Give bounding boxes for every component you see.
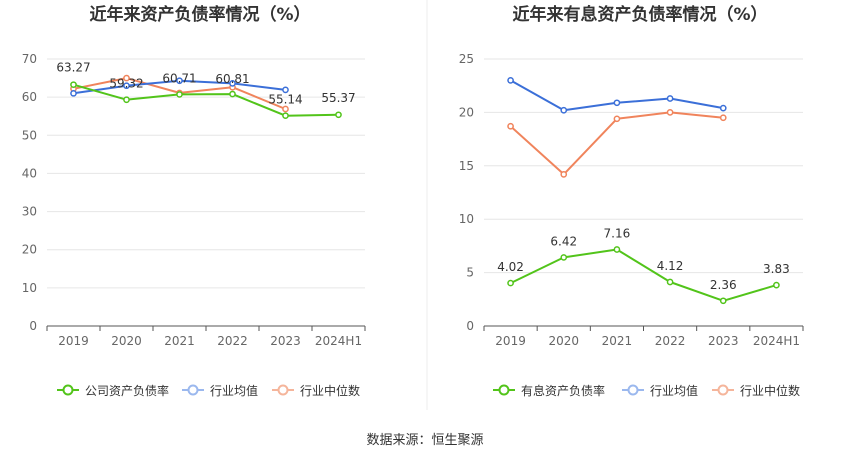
debt-ratio-chart: 近年来资产负债率情况（%） 0 10 20 30 40 50 60 70 2019 2020 2021… [22, 4, 366, 398]
data-label: 63.27 [56, 61, 90, 75]
x-tick-label: 2019 [495, 334, 526, 348]
data-point [560, 170, 568, 178]
series-industry_median [507, 109, 727, 178]
legend-label: 行业均值 [650, 383, 698, 398]
series-company [70, 81, 342, 120]
data-point [229, 80, 236, 87]
data-point [176, 91, 183, 98]
data-label: 3.83 [763, 262, 790, 276]
data-point [123, 82, 130, 90]
legend-item-company: 有息资产负债率 [493, 383, 605, 398]
y-tick-label: 40 [22, 166, 37, 180]
data-point [335, 111, 342, 119]
data-label: 4.02 [497, 260, 524, 274]
data-label: 2.36 [710, 278, 737, 292]
y-tick-label: 50 [22, 128, 37, 142]
y-tick-label: 20 [22, 243, 37, 257]
data-point [123, 96, 130, 104]
data-point [123, 74, 130, 82]
data-point [773, 281, 780, 289]
data-point [560, 254, 568, 261]
x-tick-label: 2023 [708, 334, 739, 348]
y-tick-label: 25 [459, 52, 474, 66]
y-tick-label: 30 [22, 205, 37, 219]
data-point [229, 90, 236, 98]
data-point [282, 112, 289, 120]
data-point [613, 99, 621, 107]
series-industry_avg [70, 77, 289, 97]
legend-label: 行业中位数 [740, 383, 800, 398]
data-point [666, 278, 674, 286]
data-point [666, 109, 674, 116]
y-tick-label: 0 [466, 319, 474, 333]
x-tick-label: 2022 [655, 334, 686, 348]
legend-marker-swatch [717, 384, 729, 396]
x-tick-label: 2024H1 [753, 334, 800, 348]
series-line [73, 83, 339, 117]
legend-marker-swatch [277, 384, 289, 396]
y-tick-label: 10 [22, 281, 37, 295]
data-point [560, 106, 568, 114]
data-point [507, 122, 514, 130]
series-line [510, 248, 777, 302]
data-label: 59.32 [109, 77, 143, 91]
data-point [282, 86, 289, 94]
interest-bearing-debt-ratio-chart: 近年来有息资产负债率情况（%） 0 5 10 15 20 25 2019 2020 2021 202… [459, 4, 804, 398]
data-label: 4.12 [657, 259, 684, 273]
data-point [507, 77, 514, 84]
x-tick-label: 2022 [217, 334, 248, 348]
data-label: 55.14 [268, 93, 302, 107]
legend-marker-swatch [627, 384, 639, 396]
legend-label: 有息资产负债率 [521, 383, 605, 398]
x-tick-label: 2019 [58, 334, 89, 348]
legend-marker-swatch [498, 384, 510, 396]
x-tick-label: 2021 [164, 334, 195, 348]
legend-marker-swatch [62, 384, 74, 396]
x-tick-label: 2024H1 [315, 334, 362, 348]
legend-item-industry_median: 行业中位数 [272, 383, 360, 398]
data-point [719, 114, 727, 122]
series-industry_avg [507, 77, 727, 114]
data-source-note: 数据来源：恒生聚源 [366, 433, 484, 448]
data-point [613, 246, 621, 253]
data-label: 60.71 [162, 71, 196, 85]
legend-label: 行业中位数 [300, 383, 360, 398]
series-company [507, 246, 780, 305]
data-point [719, 297, 727, 305]
y-tick-label: 60 [22, 90, 37, 104]
legend-label: 行业均值 [210, 383, 258, 398]
data-label: 55.37 [321, 91, 355, 105]
legend-label: 公司资产负债率 [85, 383, 169, 398]
data-point [176, 77, 183, 85]
x-tick-label: 2020 [111, 334, 142, 348]
y-tick-label: 0 [29, 319, 37, 333]
data-point [70, 89, 77, 97]
data-point [613, 115, 621, 123]
y-tick-label: 70 [22, 52, 37, 66]
chart-title: 近年来资产负债率情况（%） [89, 4, 310, 25]
data-label: 7.16 [604, 227, 631, 241]
y-tick-label: 5 [466, 266, 474, 280]
y-tick-label: 15 [459, 159, 474, 173]
data-point [70, 81, 77, 89]
x-tick-label: 2021 [602, 334, 633, 348]
legend-item-company: 公司资产负债率 [57, 383, 169, 398]
data-point [507, 279, 514, 287]
x-tick-label: 2023 [270, 334, 301, 348]
data-label: 6.42 [550, 234, 577, 248]
chart-title: 近年来有息资产负债率情况（%） [512, 4, 767, 25]
y-tick-label: 20 [459, 105, 474, 119]
data-point [666, 95, 674, 102]
legend-marker-swatch [187, 384, 199, 396]
x-tick-label: 2020 [548, 334, 579, 348]
legend-item-industry_avg: 行业均值 [622, 383, 698, 398]
data-label: 60.81 [215, 72, 249, 86]
legend-item-industry_avg: 行业均值 [182, 383, 258, 398]
legend-item-industry_median: 行业中位数 [712, 383, 800, 398]
data-point [719, 104, 727, 112]
y-tick-label: 10 [459, 212, 474, 226]
data-point [282, 105, 289, 113]
